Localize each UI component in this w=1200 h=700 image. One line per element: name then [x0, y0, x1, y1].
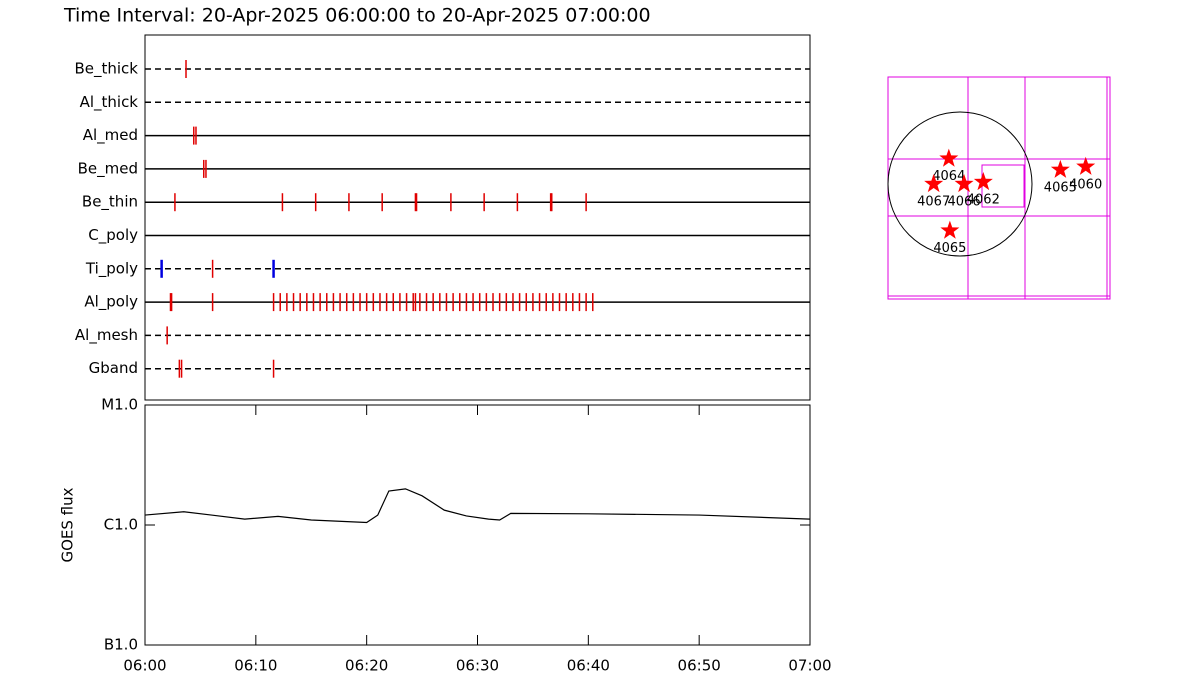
y-tick-label: C1.0	[104, 516, 138, 534]
row-label: Be_thick	[74, 60, 138, 79]
y-axis-label: GOES flux	[59, 487, 77, 562]
x-tick-label: 06:10	[234, 657, 277, 675]
x-tick-label: 06:30	[456, 657, 499, 675]
region-star	[973, 171, 993, 191]
row-label: Al_poly	[84, 293, 138, 312]
chart-title: Time Interval: 20-Apr-2025 06:00:00 to 2…	[63, 5, 651, 27]
region-label: 4065	[933, 241, 966, 256]
region-label: 4065	[1044, 180, 1077, 195]
x-tick-label: 06:20	[345, 657, 388, 675]
row-label: Be_med	[78, 159, 138, 178]
region-label: 4064	[932, 169, 965, 184]
row-label: Al_mesh	[75, 326, 138, 345]
region-label: 4067	[917, 195, 950, 210]
x-tick-label: 07:00	[788, 657, 831, 675]
row-label: C_poly	[88, 226, 138, 245]
row-label: Be_thin	[82, 193, 138, 212]
solar-disk	[887, 111, 1033, 257]
region-label: 4060	[1069, 177, 1102, 192]
region-label: 4062	[967, 192, 1000, 207]
x-tick-label: 06:40	[567, 657, 610, 675]
row-label: Al_med	[83, 126, 138, 145]
region-star	[1076, 156, 1096, 175]
map-grid	[887, 76, 1111, 300]
goes-frame	[144, 404, 811, 646]
row-label: Al_thick	[80, 93, 139, 112]
goes-line	[144, 488, 811, 524]
y-tick-label: M1.0	[101, 396, 138, 414]
row-label: Gband	[89, 359, 138, 377]
region-star	[940, 220, 960, 239]
region-label: 4066	[948, 195, 981, 210]
region-star	[939, 148, 959, 167]
x-tick-label: 06:50	[678, 657, 721, 675]
region-star	[954, 174, 974, 193]
region-star	[1050, 159, 1070, 178]
x-tick-label: 06:00	[123, 657, 166, 675]
region-star	[924, 174, 944, 193]
y-tick-label: B1.0	[104, 636, 138, 654]
row-label: Ti_poly	[85, 259, 138, 278]
timeline-frame	[144, 34, 811, 401]
